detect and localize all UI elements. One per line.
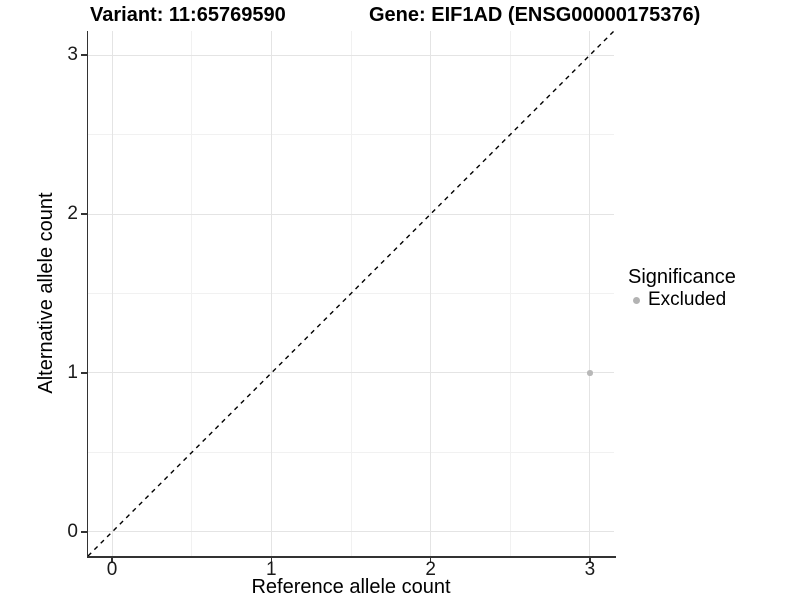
x-tick-label: 1 bbox=[266, 559, 277, 580]
x-tick-mark bbox=[111, 557, 113, 563]
identity-line-path bbox=[88, 31, 614, 556]
y-tick-mark bbox=[81, 531, 87, 533]
major-gridline-x bbox=[430, 31, 432, 556]
minor-gridline-y bbox=[88, 134, 614, 135]
plot-title-gene: Gene: EIF1AD (ENSG00000175376) bbox=[369, 4, 701, 26]
y-tick-mark bbox=[81, 372, 87, 374]
x-tick-label: 3 bbox=[584, 559, 596, 580]
major-gridline-x bbox=[270, 31, 272, 556]
x-axis-title: Reference allele count bbox=[251, 576, 451, 598]
y-tick-mark bbox=[81, 213, 87, 215]
plot-title-variant: Variant: 11:65769590 bbox=[90, 4, 286, 26]
x-tick-mark bbox=[429, 557, 432, 563]
x-tick-mark bbox=[589, 557, 591, 563]
major-gridline-x bbox=[589, 31, 591, 556]
excluded-marker-icon bbox=[633, 296, 640, 304]
major-gridline-y bbox=[88, 213, 614, 215]
major-gridline-y bbox=[88, 531, 614, 533]
major-gridline-y bbox=[88, 54, 614, 56]
y-tick-label: 2 bbox=[67, 203, 78, 224]
plot-panel bbox=[88, 31, 614, 556]
y-axis-line bbox=[86, 31, 88, 558]
major-gridline-y bbox=[88, 372, 614, 374]
minor-gridline-x bbox=[509, 31, 511, 556]
identity-line bbox=[88, 31, 614, 556]
y-tick-mark bbox=[81, 54, 87, 56]
legend: Significance Excluded bbox=[628, 266, 736, 311]
legend-entry-excluded: Excluded bbox=[628, 289, 736, 311]
y-tick-label: 3 bbox=[67, 44, 78, 65]
y-tick-label: 1 bbox=[67, 361, 78, 383]
x-axis-line bbox=[86, 556, 616, 558]
legend-entry-label: Excluded bbox=[648, 289, 727, 310]
y-tick-label: 0 bbox=[67, 520, 78, 542]
legend-title: Significance bbox=[628, 266, 736, 288]
major-gridline-x bbox=[111, 31, 113, 556]
x-tick-label: 2 bbox=[425, 559, 436, 580]
x-tick-mark bbox=[270, 557, 273, 563]
data-point bbox=[587, 370, 593, 376]
x-tick-label: 0 bbox=[106, 559, 118, 580]
